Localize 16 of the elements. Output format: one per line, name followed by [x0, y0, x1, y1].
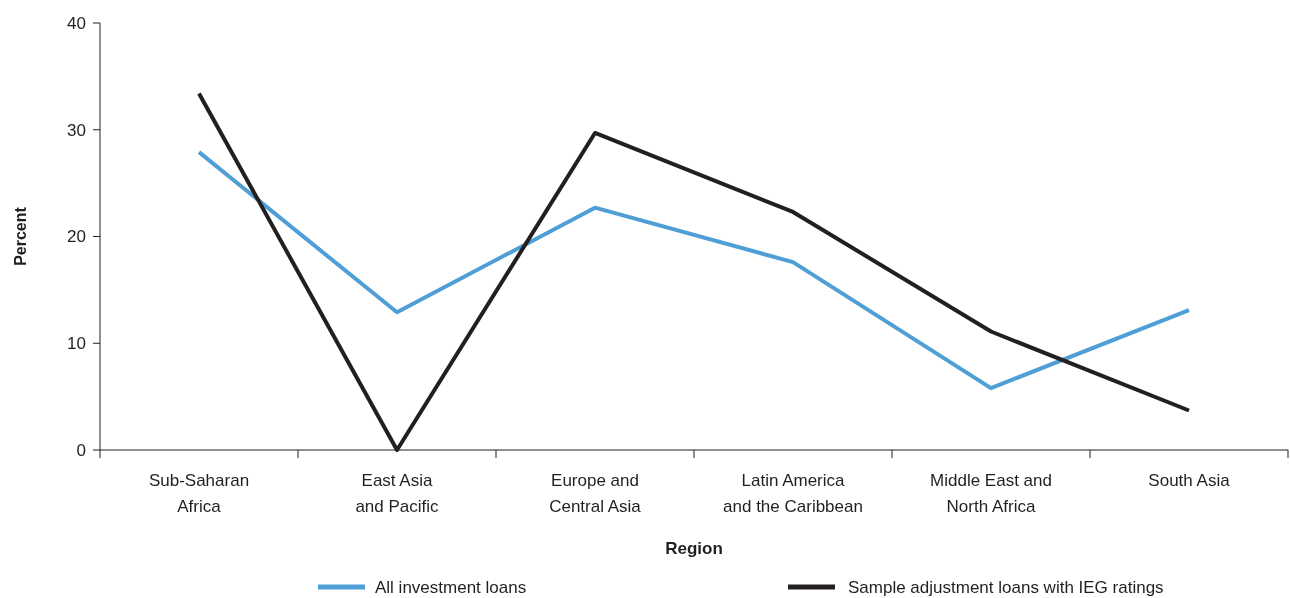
y-tick-label: 40: [67, 13, 86, 33]
y-axis-title: Percent: [12, 206, 29, 266]
x-tick-label: Middle East and North Africa: [930, 471, 1052, 516]
x-axis-title: Region: [665, 539, 723, 558]
y-tick-label: 20: [67, 227, 86, 247]
line-series: [197, 150, 1191, 391]
y-tick-label: 30: [67, 120, 86, 140]
x-tick-label: East Asia and Pacific: [355, 471, 440, 516]
y-tick-label: 0: [76, 440, 86, 460]
x-tick-label: South Asia: [1148, 471, 1231, 490]
x-tick-label: Sub-Saharan Africa: [148, 471, 250, 516]
x-tick-label: Latin America and the Caribbean: [723, 471, 863, 516]
legend-label: All investment loans: [375, 577, 527, 597]
x-tick-label: Europe and Central Asia: [549, 471, 642, 516]
y-tick-label: 10: [67, 334, 86, 354]
legend-label: Sample adjustment loans with IEG ratings: [848, 577, 1164, 597]
